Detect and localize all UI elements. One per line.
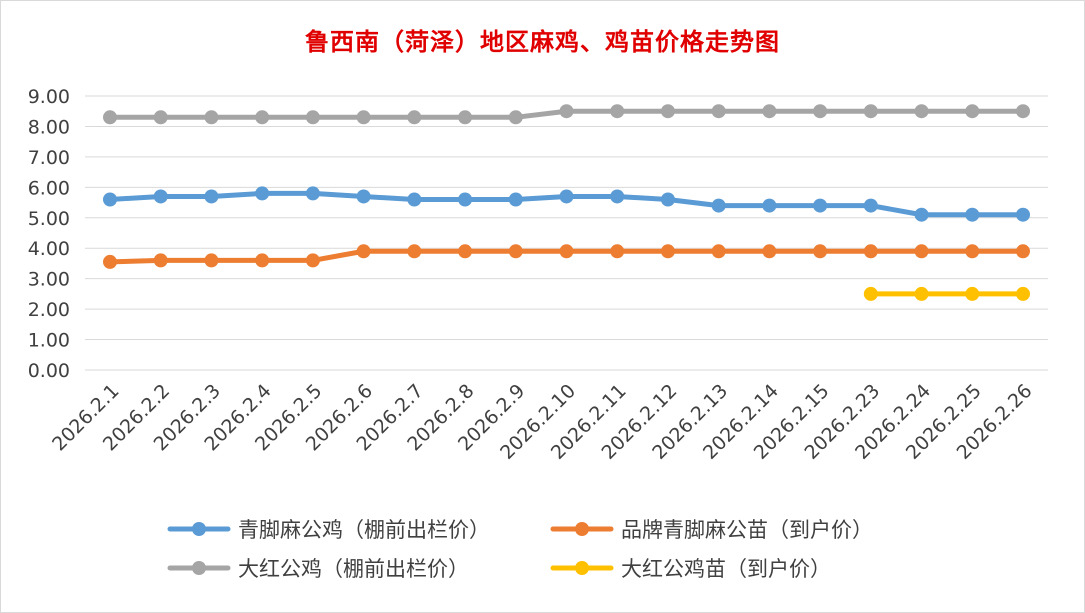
data-point bbox=[356, 110, 371, 125]
data-point bbox=[103, 192, 117, 207]
legend-marker bbox=[575, 522, 589, 536]
data-point bbox=[1016, 104, 1030, 119]
data-point bbox=[863, 286, 878, 301]
data-point bbox=[914, 286, 929, 301]
y-tick-label: 9.00 bbox=[28, 86, 70, 108]
data-point bbox=[863, 198, 878, 213]
data-point bbox=[508, 110, 523, 125]
legend-marker bbox=[192, 522, 206, 536]
data-point bbox=[103, 110, 117, 125]
legend-item: 青脚麻公鸡（棚前出栏价） bbox=[167, 518, 490, 542]
data-point bbox=[559, 189, 574, 204]
gridlines bbox=[85, 95, 1048, 371]
data-point bbox=[610, 189, 625, 204]
y-axis-ticks: 0.00 1.00 2.00 3.00 4.00 5.00 6.00 7.00 8.00 9.00 bbox=[28, 86, 70, 382]
legend: 青脚麻公鸡（棚前出栏价） 品牌青脚麻公苗（到户价） 大红公鸡（棚前出栏价） 大红公鸡苗… bbox=[167, 518, 873, 581]
data-point bbox=[508, 192, 523, 207]
data-point bbox=[407, 192, 422, 207]
data-point bbox=[407, 244, 422, 259]
y-tick-label: 7.00 bbox=[28, 147, 70, 169]
y-tick-label: 3.00 bbox=[28, 269, 70, 291]
x-axis-ticks: 2026.2.12026.2.22026.2.32026.2.42026.2.5… bbox=[48, 380, 1036, 464]
data-point bbox=[508, 244, 523, 259]
y-tick-label: 2.00 bbox=[28, 299, 70, 321]
data-point bbox=[863, 244, 878, 259]
legend-item: 品牌青脚麻公苗（到户价） bbox=[550, 518, 873, 542]
data-point bbox=[458, 192, 473, 207]
data-point bbox=[305, 186, 320, 201]
data-point bbox=[255, 186, 270, 201]
data-point bbox=[863, 104, 878, 119]
data-point bbox=[914, 207, 929, 222]
y-tick-label: 5.00 bbox=[28, 208, 70, 230]
data-point bbox=[813, 104, 828, 119]
data-point bbox=[305, 253, 320, 268]
data-point bbox=[711, 244, 726, 259]
data-point bbox=[1016, 207, 1030, 222]
data-point bbox=[559, 104, 574, 119]
data-point bbox=[610, 104, 625, 119]
y-tick-label: 4.00 bbox=[28, 238, 70, 260]
legend-label: 大红公鸡苗（到户价） bbox=[621, 557, 831, 581]
legend-marker bbox=[575, 561, 589, 575]
data-point bbox=[204, 253, 219, 268]
data-point bbox=[610, 244, 625, 259]
data-point bbox=[305, 110, 320, 125]
data-point bbox=[813, 244, 828, 259]
data-point bbox=[356, 244, 371, 259]
data-point bbox=[458, 244, 473, 259]
data-point bbox=[153, 253, 168, 268]
data-point bbox=[255, 253, 270, 268]
data-point bbox=[1016, 244, 1030, 259]
legend-item: 大红公鸡苗（到户价） bbox=[550, 557, 831, 581]
data-point bbox=[153, 189, 168, 204]
data-point bbox=[813, 198, 828, 213]
data-point bbox=[914, 244, 929, 259]
data-point bbox=[762, 104, 777, 119]
data-point bbox=[204, 189, 219, 204]
data-point bbox=[255, 110, 270, 125]
legend-label: 品牌青脚麻公苗（到户价） bbox=[621, 518, 873, 542]
y-tick-label: 0.00 bbox=[28, 360, 70, 382]
data-point bbox=[762, 198, 777, 213]
series-layer bbox=[103, 104, 1030, 301]
data-point bbox=[153, 110, 168, 125]
series-0 bbox=[103, 186, 1030, 222]
y-tick-label: 6.00 bbox=[28, 177, 70, 199]
data-point bbox=[1016, 286, 1030, 301]
legend-item: 大红公鸡（棚前出栏价） bbox=[167, 557, 469, 581]
series-1 bbox=[103, 244, 1030, 269]
data-point bbox=[965, 207, 980, 222]
data-point bbox=[965, 104, 980, 119]
series-2 bbox=[103, 104, 1030, 125]
data-point bbox=[965, 244, 980, 259]
data-point bbox=[559, 244, 574, 259]
data-point bbox=[204, 110, 219, 125]
data-point bbox=[458, 110, 473, 125]
y-tick-label: 1.00 bbox=[28, 330, 70, 352]
data-point bbox=[103, 254, 117, 269]
data-point bbox=[762, 244, 777, 259]
data-point bbox=[711, 104, 726, 119]
data-point bbox=[711, 198, 726, 213]
data-point bbox=[356, 189, 371, 204]
legend-marker bbox=[192, 561, 206, 575]
data-point bbox=[660, 192, 675, 207]
chart-title: 鲁西南（菏泽）地区麻鸡、鸡苗价格走势图 bbox=[305, 27, 780, 56]
data-point bbox=[407, 110, 422, 125]
data-point bbox=[914, 104, 929, 119]
data-point bbox=[965, 286, 980, 301]
data-point bbox=[660, 244, 675, 259]
series-3 bbox=[863, 286, 1030, 301]
y-tick-label: 8.00 bbox=[28, 116, 70, 138]
legend-label: 青脚麻公鸡（棚前出栏价） bbox=[238, 518, 490, 542]
data-point bbox=[660, 104, 675, 119]
legend-label: 大红公鸡（棚前出栏价） bbox=[238, 557, 469, 581]
